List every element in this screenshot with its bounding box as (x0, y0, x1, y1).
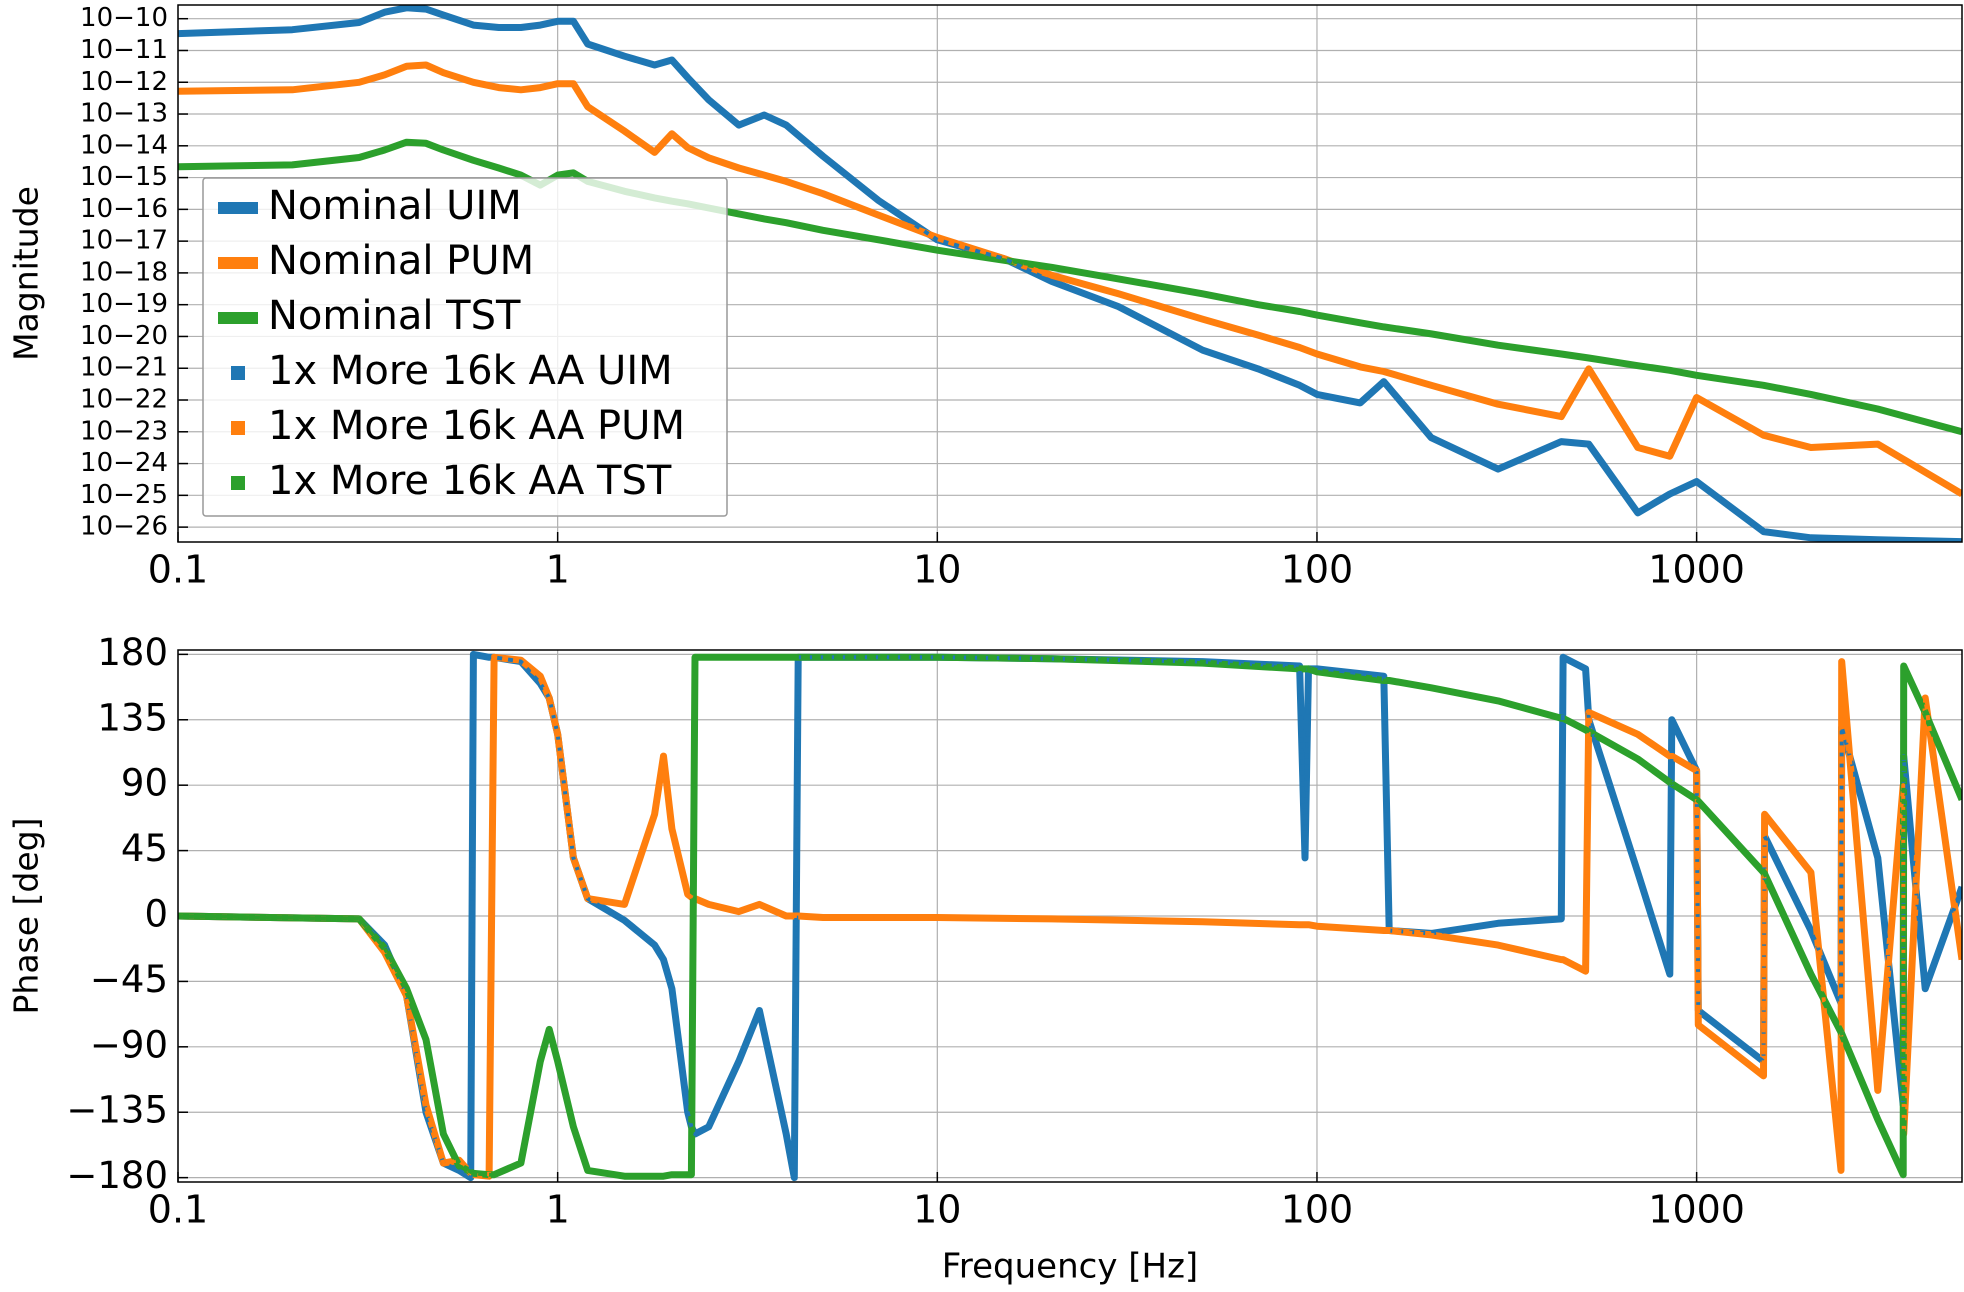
y-tick-label: 10−17 (80, 226, 168, 256)
legend: Nominal UIM Nominal PUM Nominal TST 1x More… (202, 177, 728, 517)
y-tick-label: −180 (66, 1154, 168, 1197)
y-tick-label: 10−14 (80, 130, 168, 160)
y-tick-label: 10−19 (80, 289, 168, 319)
y-tick-label: 10−22 (80, 385, 168, 415)
legend-swatch (218, 202, 258, 214)
legend-label: Nominal PUM (268, 238, 534, 284)
y-tick-label: 10−13 (80, 99, 168, 129)
x-axis-label: Frequency [Hz] (942, 1247, 1198, 1287)
series-line (178, 5, 1962, 542)
x-tick-label: 100 (1281, 548, 1354, 592)
legend-swatch (218, 312, 258, 324)
y-tick-label: −90 (90, 1023, 168, 1066)
legend-swatch (231, 421, 245, 435)
chart-panel: 10−1010−1110−1210−1310−1410−1510−1610−17… (7, 3, 1963, 592)
y-tick-label: 10−12 (80, 67, 168, 97)
legend-box (202, 177, 728, 517)
legend-swatch (231, 366, 245, 380)
y-tick-label: 10−18 (80, 257, 168, 287)
y-axis-label: Magnitude (7, 186, 46, 361)
y-tick-label: 45 (121, 827, 168, 870)
legend-label: 1x More 16k AA UIM (268, 348, 673, 394)
series-line (178, 652, 1962, 1180)
plot-lines (178, 650, 1962, 1182)
x-tick-label: 10 (913, 548, 961, 592)
y-tick-label: 10−10 (80, 3, 168, 33)
y-tick-label: 10−15 (80, 162, 168, 192)
y-tick-label: 135 (97, 696, 168, 739)
series-line (178, 63, 1962, 496)
y-tick-label: 10−11 (80, 35, 168, 65)
legend-swatch (218, 257, 258, 269)
x-tick-label: 1 (546, 1188, 570, 1232)
y-tick-label: 90 (121, 762, 168, 805)
y-tick-label: 180 (97, 631, 168, 674)
y-tick-label: 10−23 (80, 416, 168, 446)
x-tick-label: 1 (546, 548, 570, 592)
series-line (178, 655, 1962, 1179)
x-tick-label: 0.1 (148, 1188, 208, 1232)
x-tick-label: 1000 (1648, 1188, 1745, 1232)
y-tick-label: 0 (144, 893, 168, 936)
series-line (178, 655, 1962, 1179)
y-tick-label: −45 (90, 958, 168, 1001)
plot-lines (178, 5, 1962, 542)
plot-frame (177, 649, 1963, 1183)
legend-label: 1x More 16k AA TST (268, 458, 672, 504)
x-tick-label: 100 (1281, 1188, 1354, 1232)
y-tick-label: 10−25 (80, 480, 168, 510)
plot-frame (177, 4, 1963, 543)
y-tick-label: −135 (66, 1089, 168, 1132)
legend-swatch (231, 476, 245, 490)
y-tick-label: 10−20 (80, 321, 168, 351)
legend-label: 1x More 16k AA PUM (268, 403, 685, 449)
y-tick-label: 10−24 (80, 448, 168, 478)
legend-label: Nominal UIM (268, 183, 522, 229)
series-line (178, 653, 1962, 1180)
legend-label: Nominal TST (268, 293, 521, 339)
chart-panel: −180 −135 −90 −45 0 45 90 135 180 0.1 1 10 100 1000 Ph… (7, 631, 1963, 1287)
y-tick-label: 10−21 (80, 353, 168, 383)
series-line (178, 140, 1962, 434)
y-axis-label: Phase [deg] (7, 818, 46, 1015)
x-tick-label: 1000 (1648, 548, 1745, 592)
y-tick-label: 10−26 (80, 512, 168, 542)
x-tick-label: 0.1 (148, 548, 208, 592)
y-tick-label: 10−16 (80, 194, 168, 224)
x-tick-label: 10 (913, 1188, 961, 1232)
